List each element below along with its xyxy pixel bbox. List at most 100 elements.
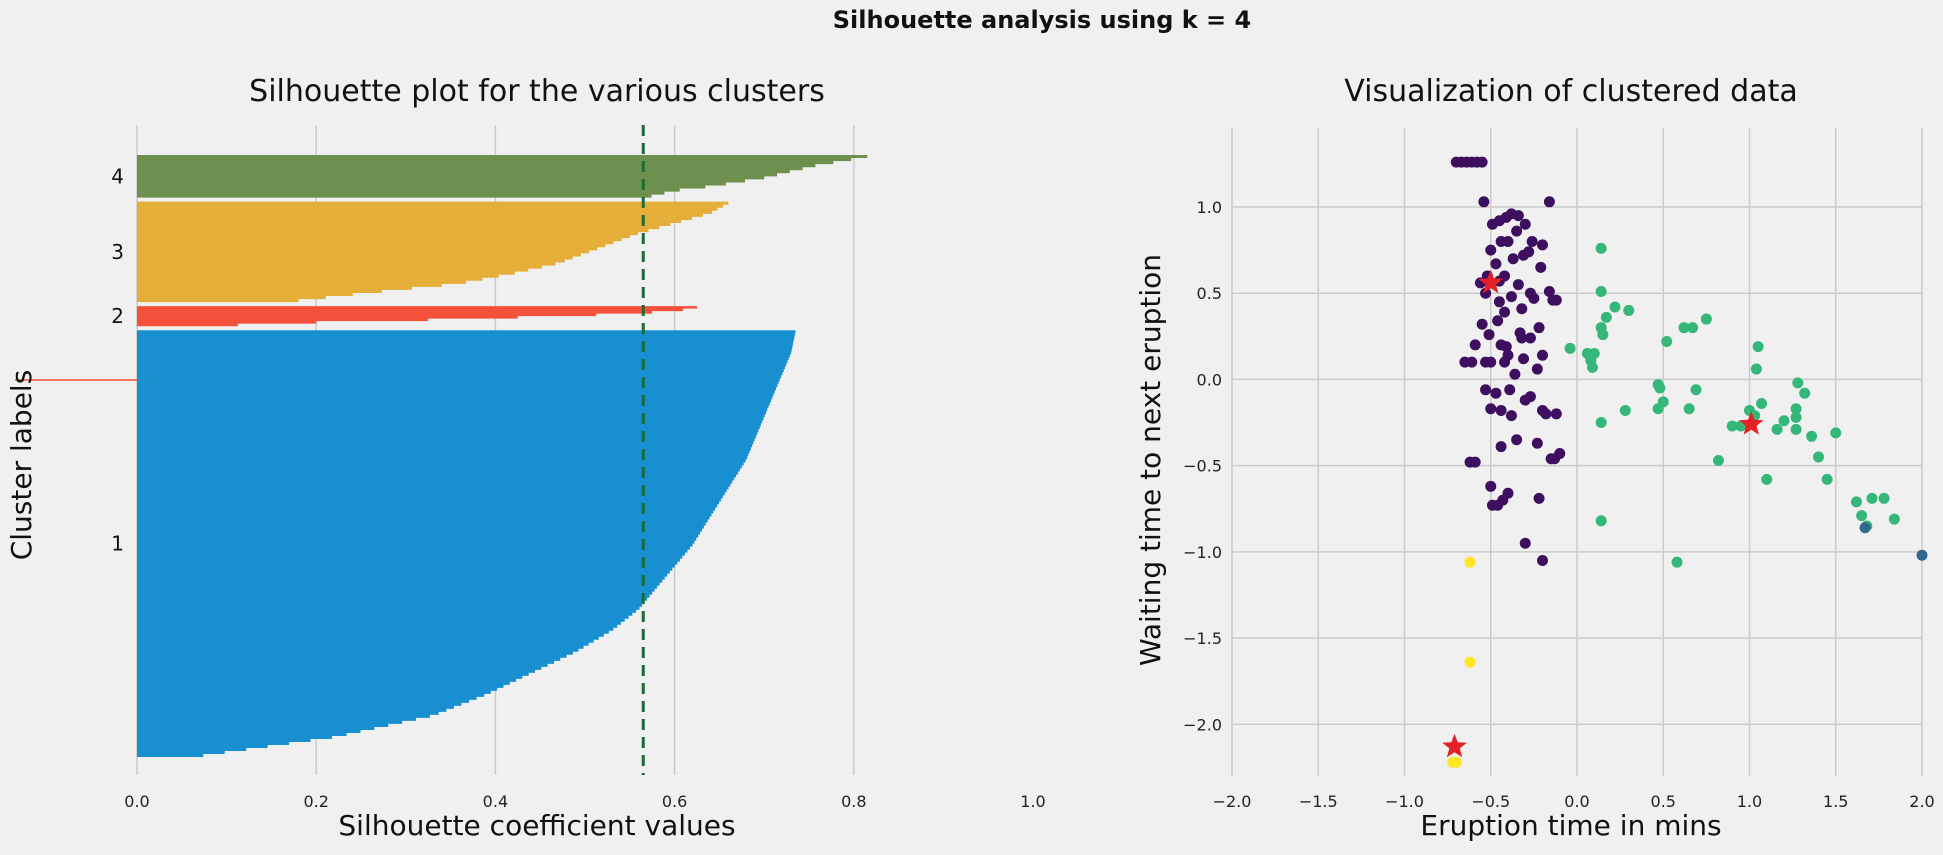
cluster-purple-point [1490, 258, 1502, 270]
cluster-yellow-point [1464, 556, 1476, 568]
silhouette-plot-title: Silhouette plot for the various clusters [249, 74, 825, 109]
cluster-green-point [1856, 510, 1868, 522]
cluster-yellow-point [1450, 756, 1462, 768]
cluster-green-point [1806, 430, 1818, 442]
cluster-purple-point [1507, 253, 1519, 265]
cluster-purple-point [1537, 554, 1548, 566]
cluster-purple-point [1469, 339, 1481, 351]
scatter-y-ticks: −2.0 −1.5 −1.0 −0.5 0.0 0.5 1.0 [1183, 198, 1222, 734]
silhouette-x-axis-label: Silhouette coefficient values [338, 809, 735, 842]
cluster-purple-point [1528, 292, 1540, 304]
cluster-purple-point [1537, 404, 1548, 416]
cluster-green-point [1595, 242, 1607, 254]
cluster-purple-point [1543, 196, 1555, 208]
cluster-purple-point [1483, 329, 1495, 341]
cluster-purple-point [1514, 327, 1526, 339]
cluster-blue-point [1916, 549, 1928, 561]
silhouette-x-ticks: 0.0 0.2 0.4 0.6 0.8 1.0 [124, 792, 1045, 811]
cluster-green-point [1683, 403, 1695, 415]
cluster-purple-point [1511, 225, 1523, 237]
cluster-green-point [1600, 311, 1612, 323]
scatter-x-tick-label: 1.0 [1737, 792, 1762, 811]
cluster-green-point [1878, 492, 1890, 504]
cluster-green-point [1771, 423, 1783, 435]
cluster-green-point [1595, 417, 1607, 429]
scatter-y-tick-label: −2.0 [1183, 715, 1222, 734]
cluster-green-point [1595, 515, 1607, 527]
scatter-x-tick-label: −1.0 [1385, 792, 1424, 811]
cluster-green-point [1661, 335, 1673, 347]
cluster-purple-point [1485, 244, 1497, 256]
cluster-purple-point [1502, 487, 1514, 499]
scatter-y-tick-label: −1.5 [1183, 629, 1222, 648]
cluster-purple-point [1537, 239, 1548, 251]
silhouette-x-tick-label: 0.8 [841, 792, 866, 811]
cluster-green-point [1690, 384, 1702, 396]
cluster-purple-point [1509, 368, 1521, 380]
cluster-purple-point [1512, 210, 1524, 222]
silhouette-bar-cluster-2 [137, 306, 697, 327]
cluster-purple-point [1516, 303, 1528, 315]
cluster-green-point [1850, 496, 1862, 508]
cluster-purple-point [1519, 537, 1531, 549]
cluster-label-4: 4 [111, 164, 124, 188]
cluster-green-point [1587, 361, 1599, 373]
cluster-purple-point [1480, 287, 1492, 299]
scatter-x-tick-label: 1.5 [1823, 792, 1848, 811]
cluster-green-point [1712, 454, 1724, 466]
cluster-green-point [1830, 427, 1842, 439]
cluster-purple-point [1502, 235, 1514, 247]
cluster-purple-point [1512, 279, 1524, 291]
cluster-purple-point [1478, 196, 1490, 208]
cluster-purple-point [1495, 339, 1507, 351]
cluster-label-2: 2 [111, 304, 124, 328]
cluster-yellow-point [1464, 656, 1476, 668]
scatter-y-tick-label: 1.0 [1197, 198, 1222, 217]
cluster-green-point [1888, 513, 1900, 525]
cluster-purple-point [1469, 456, 1481, 468]
cluster-purple-point [1519, 394, 1531, 406]
silhouette-bar-cluster-4 [137, 155, 868, 198]
cluster-purple-point [1495, 404, 1507, 416]
cluster-green-point [1778, 415, 1790, 427]
cluster-purple-point [1495, 441, 1507, 453]
cluster-purple-point [1493, 296, 1505, 308]
scatter-plot-title: Visualization of clustered data [1344, 74, 1797, 109]
cluster-blue-point [1859, 522, 1871, 534]
cluster-green-point [1623, 304, 1635, 316]
cluster-green-point [1564, 342, 1576, 354]
scatter-x-axis-label: Eruption time in mins [1420, 809, 1721, 842]
cluster-purple-point [1533, 322, 1545, 334]
cluster-label-3: 3 [111, 240, 124, 264]
cluster-purple-point [1554, 448, 1566, 460]
silhouette-bar-cluster-3 [137, 201, 729, 303]
cluster-purple-point [1466, 356, 1478, 368]
silhouette-bar-cluster-1 [137, 330, 796, 757]
cluster-purple-point [1531, 363, 1543, 375]
cluster-purple-point [1505, 291, 1517, 303]
cluster-purple-point [1518, 353, 1530, 365]
cluster-purple-point [1499, 356, 1511, 368]
cluster-label-1: 1 [111, 532, 124, 556]
cluster-purple-point [1526, 235, 1538, 247]
figure-suptitle: Silhouette analysis using k = 4 [833, 6, 1251, 34]
scatter-y-tick-label: −1.0 [1183, 543, 1222, 562]
cluster-green-point [1726, 420, 1738, 432]
cluster-green-point [1790, 423, 1802, 435]
cluster-green-point [1678, 322, 1690, 334]
scatter-points [1442, 156, 1928, 768]
cluster-green-point [1671, 556, 1683, 568]
cluster-green-point [1799, 387, 1811, 399]
scatter-y-tick-label: −0.5 [1183, 457, 1222, 476]
cluster-purple-point [1533, 492, 1545, 504]
cluster-green-point [1652, 403, 1664, 415]
cluster-purple-point [1518, 249, 1530, 261]
cluster-green-point [1597, 329, 1609, 341]
silhouette-bars [137, 155, 868, 757]
cluster-purple-point [1492, 315, 1504, 327]
cluster-green-point [1595, 285, 1607, 297]
cluster-purple-point [1524, 332, 1536, 344]
cluster-green-point [1619, 404, 1631, 416]
cluster-green-point [1756, 398, 1768, 410]
